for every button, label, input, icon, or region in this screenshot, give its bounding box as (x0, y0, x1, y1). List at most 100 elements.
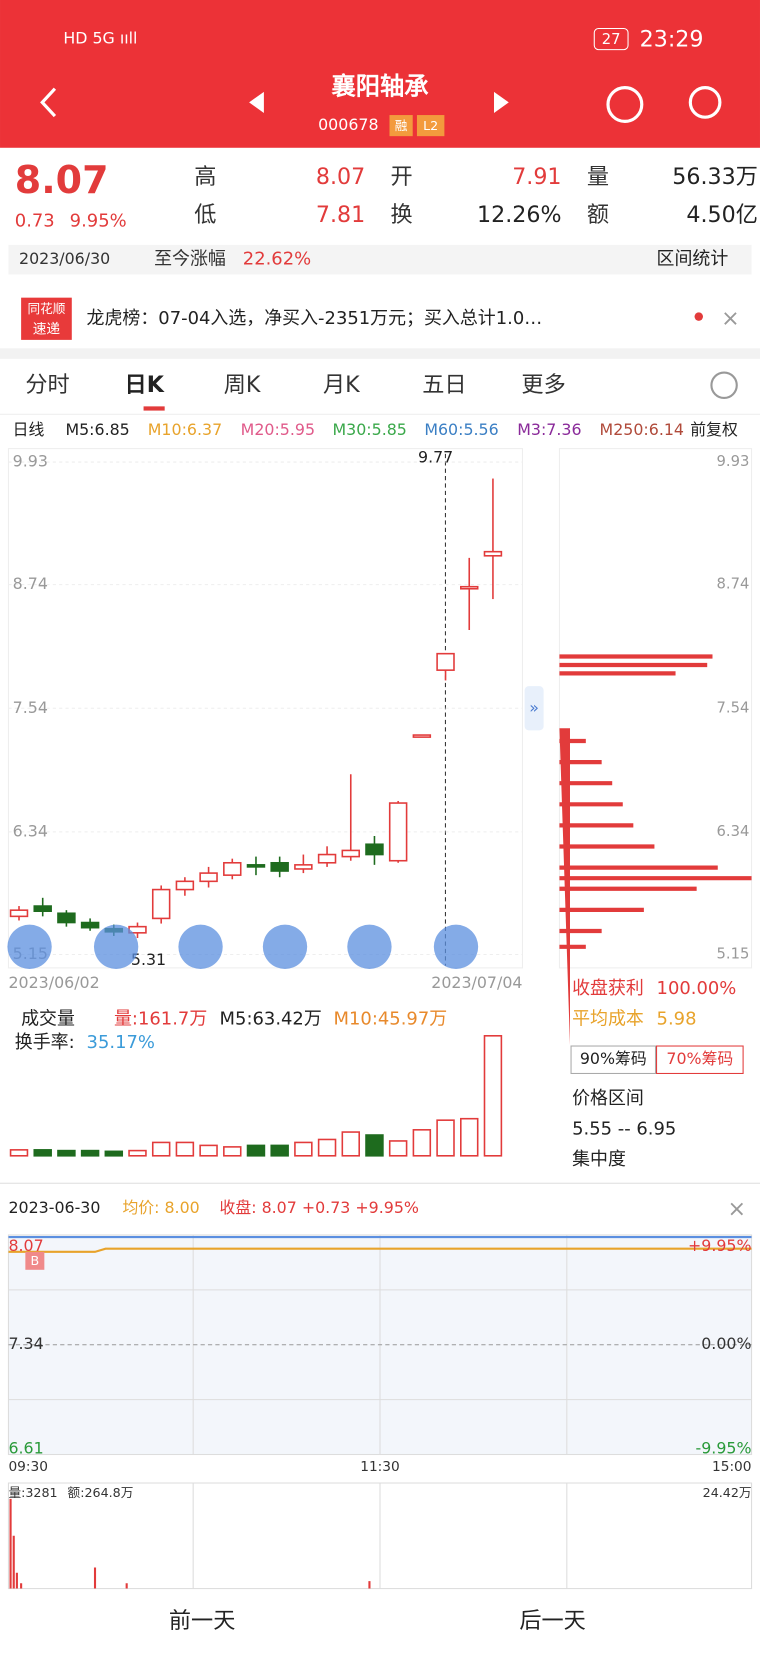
tab[interactable]: 更多 (521, 372, 565, 398)
range-stats[interactable]: 区间统计 (657, 249, 729, 270)
y-tick-label: 9.93 (13, 452, 48, 471)
time: 09:30 (8, 1459, 48, 1475)
candle-body (223, 861, 242, 876)
field-value: 56.33万 (672, 164, 758, 190)
news-text[interactable]: 龙虎榜：07-04入选，净买入-2351万元；买入总计1.0… (87, 308, 543, 329)
battery (593, 27, 629, 51)
volume-bar (199, 1144, 218, 1157)
time: 15:00 (712, 1459, 752, 1475)
id-right-1: 0.00% (701, 1334, 751, 1353)
volume-bar (460, 1117, 479, 1157)
change: 0.73 (15, 211, 55, 232)
close[interactable]: × (721, 305, 740, 331)
zoom-controls[interactable] (7, 924, 479, 969)
settings[interactable] (710, 371, 738, 399)
tag-bg (389, 115, 413, 137)
ma-label: 前复权 (690, 420, 738, 439)
chip-frame (558, 448, 753, 969)
ma-label: M60:5.56 (424, 420, 498, 439)
candle-body (9, 909, 29, 918)
field-label: 换 (391, 202, 413, 228)
expand[interactable] (524, 686, 544, 731)
volume-bar (80, 1149, 100, 1157)
change-pct: 9.95% (70, 211, 127, 232)
candle-body (33, 905, 52, 912)
range: 5.55 -- 6.95 (572, 1118, 676, 1139)
volume-bar (104, 1150, 124, 1157)
tab[interactable]: 月K (323, 372, 360, 398)
tab[interactable]: 五日 (422, 372, 466, 398)
candle-body (341, 849, 360, 858)
ma-label: M20:5.95 (241, 420, 315, 439)
id-right-0: +9.95% (688, 1236, 752, 1255)
tabs: 分时 日K 周K 月K 五日 更多 (25, 372, 565, 398)
field-label: 额 (587, 202, 609, 228)
tag: L2 (423, 118, 438, 133)
candle-body (436, 652, 455, 671)
vol-value: 量:161.7万 (114, 1009, 207, 1030)
buy-mark-text: B (31, 1253, 40, 1268)
kline: 9.939.938.748.747.547.546.346.345.155.15 (8, 452, 749, 963)
field-value: 8.07 (316, 164, 365, 190)
back[interactable] (40, 87, 57, 118)
volume-bar (9, 1149, 29, 1157)
ma-label: M3:7.36 (517, 420, 581, 439)
y-tick-label: 6.34 (13, 821, 48, 840)
volume-bar (412, 1129, 432, 1157)
candle-body (175, 880, 195, 891)
expand-icon[interactable]: » (529, 698, 539, 717)
field-label: 高 (194, 164, 216, 190)
conc-label: 集中度 (572, 1149, 626, 1170)
id-avg-line (8, 1247, 752, 1253)
header-bg (0, 0, 760, 148)
candle-body (57, 912, 76, 924)
range-bar (8, 244, 752, 275)
volume-bar (151, 1141, 171, 1157)
price: 8.07 (15, 158, 109, 202)
vol-label[interactable]: 成交量 (21, 1009, 75, 1030)
y-tick-label: 8.74 (13, 574, 48, 593)
btn[interactable] (656, 1045, 744, 1074)
btn-70[interactable]: 70%筹码 (666, 1049, 733, 1068)
id-date: 2023-06-30 (8, 1198, 100, 1217)
tag: 融 (395, 118, 408, 133)
ma-label: M5:6.85 (65, 420, 129, 439)
btn[interactable] (570, 1045, 657, 1074)
tab[interactable]: 日K (125, 372, 165, 398)
id-left-0: 8.07 (8, 1236, 43, 1255)
candle-body (270, 861, 289, 872)
next-day[interactable]: 后一天 (519, 1608, 585, 1634)
search-icon[interactable] (688, 86, 722, 119)
candle-body (460, 585, 479, 590)
field-value: 12.26% (477, 202, 561, 228)
y-tick-label: 6.34 (717, 823, 750, 840)
vol-m10: M10:45.97万 (334, 1009, 448, 1030)
badge-text: 同花顺 (27, 301, 65, 316)
y-tick-label: 8.74 (717, 576, 750, 593)
volume-bar (246, 1144, 266, 1157)
turnover-label: 换手率: (15, 1032, 75, 1053)
ma-label: M30:5.85 (333, 420, 407, 439)
prev-day[interactable]: 前一天 (169, 1608, 235, 1634)
tab[interactable]: 周K (224, 372, 261, 398)
range-value: 22.62% (243, 249, 311, 270)
tab-indicator (143, 406, 165, 411)
id-amt: 额:264.8万 (68, 1485, 134, 1500)
id-close: 收盘: 8.07 +0.73 +9.95% (220, 1198, 419, 1217)
badge-text: 速递 (33, 321, 61, 337)
btn-90[interactable]: 90%筹码 (580, 1049, 647, 1068)
clock: 23:29 (640, 27, 704, 53)
cost-label: 平均成本 (572, 1009, 644, 1030)
candle-body (483, 550, 503, 557)
volume-bar (388, 1140, 408, 1157)
tab[interactable]: 分时 (25, 372, 69, 398)
field-label: 开 (391, 164, 413, 190)
id-grid (192, 1483, 568, 1589)
y-tick-label: 7.54 (13, 698, 48, 717)
low-label: 5.31 (131, 950, 166, 969)
close[interactable]: × (727, 1196, 746, 1222)
candle-body (294, 864, 313, 870)
y-tick-label: 7.54 (717, 699, 750, 716)
robot-icon[interactable] (606, 86, 644, 123)
